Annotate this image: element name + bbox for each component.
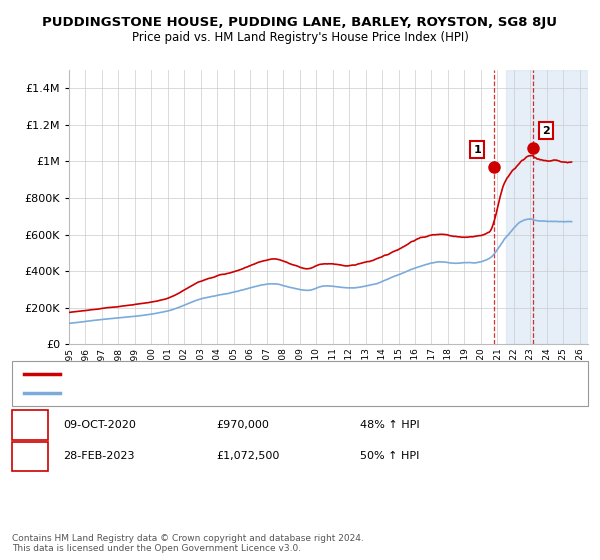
Text: 09-OCT-2020: 09-OCT-2020 [63,420,136,430]
Text: 2: 2 [542,126,550,136]
Text: PUDDINGSTONE HOUSE, PUDDING LANE, BARLEY, ROYSTON, SG8 8JU: PUDDINGSTONE HOUSE, PUDDING LANE, BARLEY… [43,16,557,29]
Text: 1: 1 [473,144,481,155]
Text: £1,072,500: £1,072,500 [216,451,280,461]
Text: 50% ↑ HPI: 50% ↑ HPI [360,451,419,461]
Text: PUDDINGSTONE HOUSE, PUDDING LANE, BARLEY, ROYSTON, SG8 8JU (detached house): PUDDINGSTONE HOUSE, PUDDING LANE, BARLEY… [69,368,499,379]
Text: £970,000: £970,000 [216,420,269,430]
Bar [506,70,588,344]
Text: 2: 2 [26,450,34,463]
Text: Price paid vs. HM Land Registry's House Price Index (HPI): Price paid vs. HM Land Registry's House … [131,31,469,44]
Bar [535,70,588,344]
Text: 28-FEB-2023: 28-FEB-2023 [63,451,134,461]
Text: HPI: Average price, detached house, North Hertfordshire: HPI: Average price, detached house, Nort… [69,389,345,399]
Text: 1: 1 [26,418,34,432]
Text: Contains HM Land Registry data © Crown copyright and database right 2024.
This d: Contains HM Land Registry data © Crown c… [12,534,364,553]
Text: 48% ↑ HPI: 48% ↑ HPI [360,420,419,430]
